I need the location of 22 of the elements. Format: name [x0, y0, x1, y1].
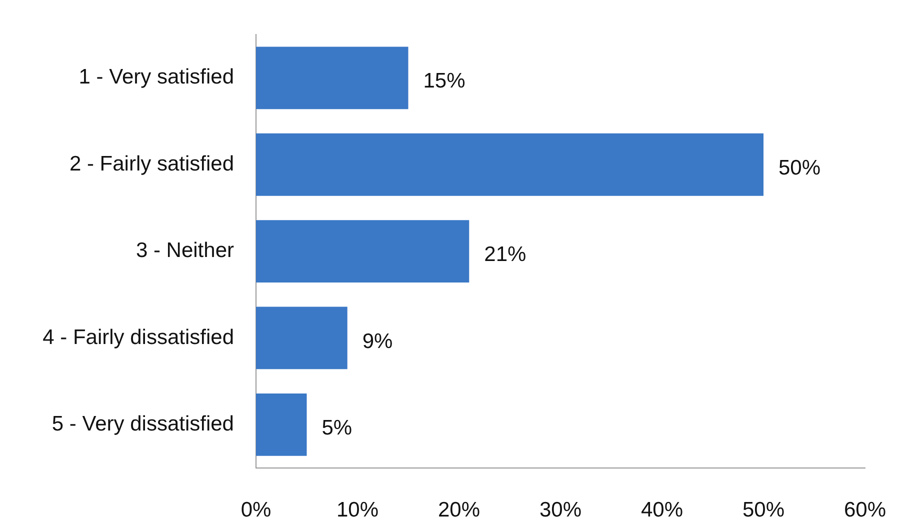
data-label: 50%	[778, 156, 821, 180]
data-label: 15%	[423, 70, 466, 93]
bar	[256, 46, 408, 110]
data-label: 9%	[362, 330, 393, 353]
bar	[256, 133, 764, 196]
data-label: 5%	[322, 416, 352, 440]
x-tick-label: 50%	[742, 498, 785, 522]
x-tick-label: 40%	[640, 498, 684, 522]
bar	[256, 393, 307, 456]
data-label: 21%	[484, 243, 526, 266]
x-tick-label: 10%	[336, 498, 379, 522]
x-tick-label: 20%	[438, 498, 480, 522]
x-tick-label: 0%	[240, 498, 272, 522]
x-tick-label: 60%	[844, 498, 886, 522]
y-tick-label: 1 - Very satisfied	[78, 66, 234, 89]
y-tick-label: 4 - Fairly dissatisfied	[42, 326, 234, 349]
y-tick-label: 5 - Very dissatisfied	[52, 412, 234, 436]
y-tick-label: 3 - Neither	[136, 239, 234, 262]
x-tick-label: 30%	[539, 498, 582, 522]
y-tick-label: 2 - Fairly satisfied	[69, 152, 234, 176]
bar	[256, 306, 348, 370]
bar	[256, 220, 470, 283]
